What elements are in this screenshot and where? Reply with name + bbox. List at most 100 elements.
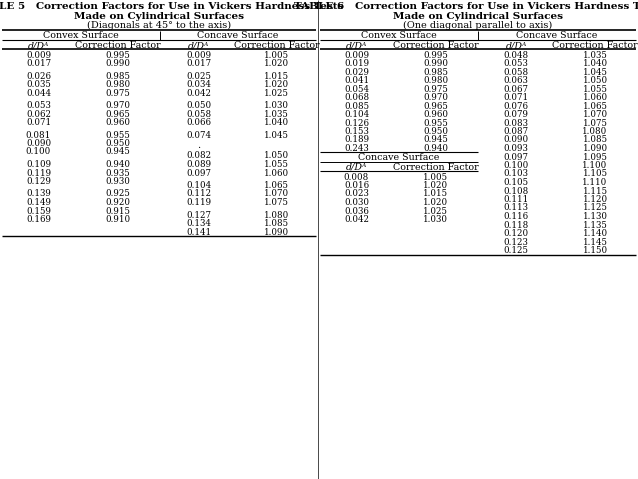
Text: .: . <box>197 141 200 150</box>
Text: 0.087: 0.087 <box>503 127 528 136</box>
Text: 1.045: 1.045 <box>264 130 289 139</box>
Text: 0.950: 0.950 <box>105 139 130 148</box>
Text: 0.920: 0.920 <box>105 198 130 207</box>
Text: 0.126: 0.126 <box>344 118 369 127</box>
Text: 0.083: 0.083 <box>503 118 528 127</box>
Text: 0.118: 0.118 <box>503 220 529 229</box>
Text: 1.025: 1.025 <box>423 206 448 216</box>
Text: 0.017: 0.017 <box>26 59 51 68</box>
Text: 0.129: 0.129 <box>26 177 51 186</box>
Text: (Diagonals at 45° to the axis): (Diagonals at 45° to the axis) <box>87 21 231 30</box>
Text: 1.065: 1.065 <box>264 181 289 190</box>
Text: 0.965: 0.965 <box>105 110 130 118</box>
Text: 1.020: 1.020 <box>423 181 448 190</box>
Text: 0.960: 0.960 <box>423 110 448 119</box>
Text: d/Dᴬ: d/Dᴬ <box>346 163 367 172</box>
Text: 0.079: 0.079 <box>503 110 528 119</box>
Text: 0.985: 0.985 <box>423 68 448 77</box>
Text: 1.090: 1.090 <box>264 228 289 237</box>
Text: 1.045: 1.045 <box>582 68 607 77</box>
Text: 0.125: 0.125 <box>503 246 528 255</box>
Text: d/Dᴬ: d/Dᴬ <box>28 41 49 50</box>
Text: 0.071: 0.071 <box>503 93 528 102</box>
Text: TABLE 6   Correction Factors for Use in Vickers Hardness Tests: TABLE 6 Correction Factors for Use in Vi… <box>293 2 638 11</box>
Text: 0.008: 0.008 <box>344 172 369 182</box>
Text: 0.189: 0.189 <box>344 136 369 145</box>
Text: 0.068: 0.068 <box>344 93 369 102</box>
Text: 1.060: 1.060 <box>264 169 289 178</box>
Text: 0.009: 0.009 <box>26 50 51 59</box>
Text: 1.130: 1.130 <box>582 212 607 221</box>
Text: 1.005: 1.005 <box>423 172 448 182</box>
Text: 0.980: 0.980 <box>105 80 130 89</box>
Text: 0.034: 0.034 <box>186 80 211 89</box>
Text: 0.066: 0.066 <box>186 118 211 127</box>
Text: 0.119: 0.119 <box>26 169 51 178</box>
Text: 1.090: 1.090 <box>582 144 607 153</box>
Text: 0.123: 0.123 <box>503 238 528 247</box>
Text: 0.036: 0.036 <box>344 206 369 216</box>
Text: 1.105: 1.105 <box>582 170 607 179</box>
Text: Made on Cylindrical Surfaces: Made on Cylindrical Surfaces <box>74 12 244 21</box>
Text: 0.975: 0.975 <box>423 84 448 93</box>
Text: 0.159: 0.159 <box>26 206 51 216</box>
Text: 0.019: 0.019 <box>344 59 369 68</box>
Text: 0.970: 0.970 <box>105 101 130 110</box>
Text: 1.005: 1.005 <box>264 50 289 59</box>
Text: 0.009: 0.009 <box>186 50 211 59</box>
Text: 0.111: 0.111 <box>503 195 529 204</box>
Text: 0.950: 0.950 <box>423 127 448 136</box>
Text: 1.020: 1.020 <box>264 59 289 68</box>
Text: 0.119: 0.119 <box>186 198 211 207</box>
Text: 0.104: 0.104 <box>344 110 369 119</box>
Text: 0.109: 0.109 <box>26 160 51 169</box>
Text: 1.125: 1.125 <box>582 204 607 213</box>
Text: 1.020: 1.020 <box>264 80 289 89</box>
Text: 0.063: 0.063 <box>503 76 528 85</box>
Text: 0.030: 0.030 <box>344 198 369 207</box>
Text: 1.055: 1.055 <box>582 84 607 93</box>
Text: Correction Factor: Correction Factor <box>75 41 160 50</box>
Text: 0.103: 0.103 <box>503 170 528 179</box>
Text: 0.029: 0.029 <box>344 68 369 77</box>
Text: Correction Factor: Correction Factor <box>392 41 478 50</box>
Text: 1.030: 1.030 <box>423 215 448 224</box>
Text: 0.975: 0.975 <box>105 89 130 98</box>
Text: 0.243: 0.243 <box>344 144 369 153</box>
Text: 1.055: 1.055 <box>264 160 289 169</box>
Text: 1.095: 1.095 <box>582 152 607 161</box>
Text: 0.945: 0.945 <box>105 148 130 157</box>
Text: 0.042: 0.042 <box>186 89 211 98</box>
Text: d/Dᴬ: d/Dᴬ <box>188 41 209 50</box>
Text: 0.050: 0.050 <box>186 101 211 110</box>
Text: 0.058: 0.058 <box>186 110 211 118</box>
Text: 0.915: 0.915 <box>105 206 130 216</box>
Text: 1.150: 1.150 <box>582 246 607 255</box>
Text: 0.071: 0.071 <box>26 118 51 127</box>
Text: 0.995: 0.995 <box>105 50 130 59</box>
Text: Made on Cylindrical Surfaces: Made on Cylindrical Surfaces <box>393 12 563 21</box>
Text: 1.035: 1.035 <box>582 50 607 59</box>
Text: 0.985: 0.985 <box>105 71 130 80</box>
Text: 0.149: 0.149 <box>26 198 51 207</box>
Text: 1.050: 1.050 <box>582 76 607 85</box>
Text: 0.955: 0.955 <box>423 118 448 127</box>
Text: 1.015: 1.015 <box>264 71 289 80</box>
Text: 1.040: 1.040 <box>264 118 289 127</box>
Text: 0.127: 0.127 <box>186 210 211 219</box>
Text: 0.082: 0.082 <box>186 151 211 160</box>
Text: d/Dᴬ: d/Dᴬ <box>505 41 527 50</box>
Text: 0.048: 0.048 <box>503 50 528 59</box>
Text: 0.025: 0.025 <box>186 71 211 80</box>
Text: 1.085: 1.085 <box>264 219 289 228</box>
Text: 0.910: 0.910 <box>105 215 130 224</box>
Text: 0.120: 0.120 <box>503 229 528 238</box>
Text: 0.990: 0.990 <box>423 59 448 68</box>
Text: 0.074: 0.074 <box>186 130 211 139</box>
Text: 1.145: 1.145 <box>582 238 607 247</box>
Text: 0.090: 0.090 <box>26 139 51 148</box>
Text: 0.980: 0.980 <box>423 76 448 85</box>
Text: 1.085: 1.085 <box>582 136 607 145</box>
Text: 0.100: 0.100 <box>503 161 529 170</box>
Text: 1.135: 1.135 <box>582 220 607 229</box>
